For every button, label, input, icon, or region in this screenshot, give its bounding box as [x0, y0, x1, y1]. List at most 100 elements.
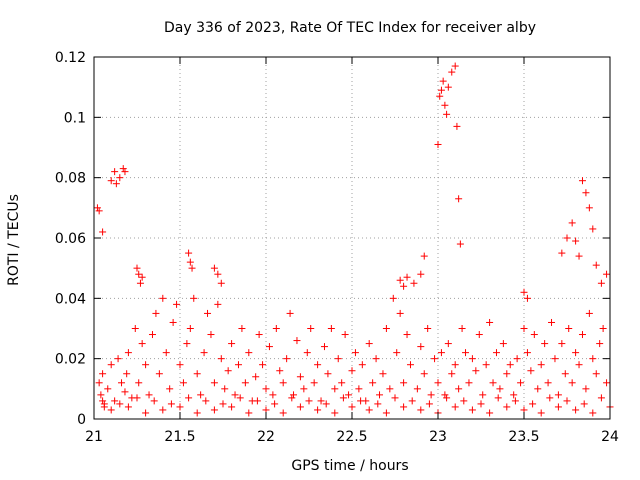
chart-title: Day 336 of 2023, Rate Of TEC Index for r…	[164, 20, 536, 36]
data-point	[99, 228, 107, 236]
data-point	[443, 110, 451, 118]
data-point	[166, 385, 174, 393]
data-point	[193, 409, 201, 417]
data-point	[527, 367, 535, 375]
data-point	[159, 406, 167, 414]
data-point	[492, 349, 500, 357]
axis-ticks: 21 21.5 22 22.5 23 23.5 24 0 0.02 0.04 0.06 0.08 0.1…	[55, 50, 619, 445]
data-point	[155, 370, 163, 378]
data-point	[138, 340, 146, 348]
data-point	[288, 394, 296, 402]
y-tick-label: 0.02	[55, 352, 86, 368]
data-point	[217, 279, 225, 287]
data-point	[472, 367, 480, 375]
data-point	[228, 403, 236, 411]
data-point	[520, 288, 528, 296]
data-point	[479, 391, 487, 399]
data-point	[193, 370, 201, 378]
data-point	[123, 370, 131, 378]
data-point	[200, 349, 208, 357]
data-point	[133, 264, 141, 272]
data-point	[331, 409, 339, 417]
data-point	[575, 252, 583, 260]
data-point	[572, 406, 580, 414]
data-point	[97, 391, 105, 399]
data-point	[351, 349, 359, 357]
data-point	[331, 385, 339, 393]
data-point	[561, 370, 569, 378]
data-point	[111, 397, 119, 405]
y-tick-label: 0.06	[55, 231, 86, 247]
data-point	[95, 207, 103, 215]
data-point	[548, 318, 556, 326]
data-point	[396, 309, 404, 317]
data-point	[245, 409, 253, 417]
data-point	[259, 361, 267, 369]
data-point	[202, 397, 210, 405]
data-point	[99, 370, 107, 378]
data-point	[563, 234, 571, 242]
data-point	[391, 394, 399, 402]
data-point	[169, 318, 177, 326]
data-point	[572, 237, 580, 245]
data-point	[286, 309, 294, 317]
data-point	[420, 370, 428, 378]
data-point	[523, 349, 531, 357]
data-point	[374, 400, 382, 408]
data-point	[262, 385, 270, 393]
data-point	[444, 340, 452, 348]
data-point	[314, 406, 322, 414]
data-point	[592, 370, 600, 378]
data-point	[219, 400, 227, 408]
data-point	[451, 62, 459, 70]
data-point	[269, 391, 277, 399]
data-point	[599, 325, 607, 332]
data-point	[124, 403, 132, 411]
data-point	[114, 355, 122, 363]
data-point	[339, 394, 347, 402]
data-point	[324, 370, 332, 378]
data-point	[188, 264, 196, 272]
data-point	[221, 385, 229, 393]
data-point	[372, 355, 380, 363]
data-point	[290, 391, 298, 399]
data-point	[376, 391, 384, 399]
data-point	[585, 309, 593, 317]
data-point	[100, 403, 108, 411]
data-point	[197, 391, 205, 399]
data-point	[238, 325, 246, 332]
data-point	[167, 400, 175, 408]
data-point	[431, 355, 439, 363]
data-point	[517, 379, 525, 387]
data-point	[596, 340, 604, 348]
data-point	[486, 318, 494, 326]
y-tick-label: 0.04	[55, 291, 86, 307]
x-tick-label: 24	[601, 429, 619, 445]
data-point	[541, 340, 549, 348]
data-point	[563, 397, 571, 405]
data-point	[107, 406, 115, 414]
data-point	[365, 340, 373, 348]
data-point	[296, 373, 304, 381]
data-point	[231, 391, 239, 399]
data-point	[406, 361, 414, 369]
data-point	[403, 273, 411, 281]
data-point	[338, 379, 346, 387]
x-tick-label: 22.5	[336, 429, 367, 445]
data-point	[417, 343, 425, 351]
data-point	[489, 379, 497, 387]
data-point	[424, 325, 432, 332]
data-point	[582, 385, 590, 393]
data-point	[271, 400, 279, 408]
data-point	[477, 400, 485, 408]
data-point	[468, 355, 476, 363]
data-point	[111, 168, 119, 176]
data-point	[589, 355, 597, 363]
data-point	[403, 331, 411, 339]
data-point	[334, 355, 342, 363]
data-point	[448, 370, 456, 378]
data-point	[183, 340, 191, 348]
data-point	[537, 409, 545, 417]
data-point	[475, 331, 483, 339]
data-point	[465, 379, 473, 387]
